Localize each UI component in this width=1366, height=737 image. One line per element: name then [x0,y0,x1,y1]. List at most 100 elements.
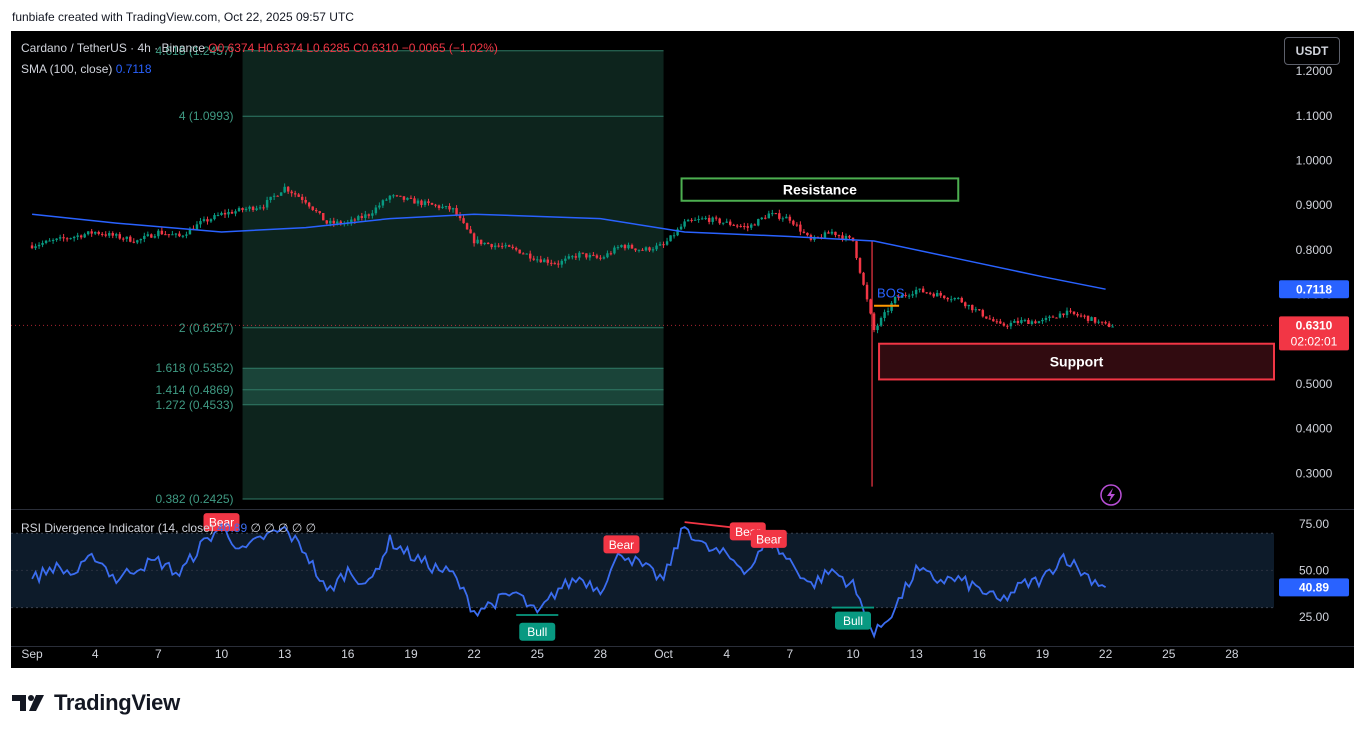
candle-body [486,242,490,245]
time-tick-label: 22 [1099,647,1113,661]
candle-body [1044,317,1048,320]
candle-body [662,244,665,246]
candle-body [655,245,658,250]
candle-body [178,233,181,237]
rsi-line [31,520,1107,639]
candle-body [879,317,883,326]
symbol-name[interactable]: Cardano / TetherUS · 4h · Binance [21,41,205,55]
candle-body [999,321,1002,324]
candle-body [258,207,262,209]
candle-body [971,304,974,311]
candle-body [227,211,230,215]
price-tick-label: 0.8000 [1296,243,1333,257]
candle-body [44,240,48,243]
candle-body [1041,319,1044,322]
candle-body [728,221,732,225]
candle-body [241,208,244,210]
candle-body [1006,325,1009,327]
candle-body [48,240,51,242]
candle-body [606,253,609,258]
candle-body [1111,326,1114,328]
candle-body [746,226,749,228]
candle-body [914,289,918,295]
sma-legend[interactable]: SMA (100, close) 0.7118 [21,62,152,76]
candle-body [1069,310,1072,312]
candle-body [353,219,357,221]
candle-body [276,195,279,197]
chart-canvas[interactable]: 4.618 (1.2457) 4 (1.0993) 2 (0.6257) 1.618 … [11,31,1354,668]
time-tick-label: 13 [909,647,923,661]
candle-body [458,214,462,219]
candle-body [935,292,939,297]
candle-body [925,292,928,294]
time-tick-label: 7 [787,647,794,661]
rsi-legend[interactable]: RSI Divergence Indicator (14, close) 40.… [21,521,316,535]
candle-body [279,192,283,196]
candle-body [799,224,802,232]
last-price-badge [1279,316,1349,351]
candle-body [539,259,542,263]
candle-body [108,233,111,236]
candle-body [630,244,634,249]
candle-body [265,200,269,208]
candle-body [764,217,767,219]
candle-body [529,253,532,259]
candle-body [297,194,300,197]
candle-body [385,199,388,201]
candle-body [634,248,637,251]
candle-body [497,245,500,247]
candle-body [862,272,865,285]
rsi-value-label: 40.89 [1299,580,1329,594]
candle-body [1027,319,1030,324]
candle-body [553,263,557,265]
candle-body [858,258,862,273]
candle-body [964,302,967,307]
candle-body [1037,321,1041,324]
bull-signal-badge [519,622,556,641]
candle-body [1009,322,1013,327]
candle-body [753,224,756,226]
candle-body [521,253,525,255]
candle-body [771,213,774,215]
candle-body [1107,323,1111,327]
candle-body [543,259,546,263]
candle-body [560,260,564,265]
candle-body [332,220,335,224]
candle-body [911,294,914,296]
candle-body [171,234,174,236]
candle-body [1076,314,1079,316]
candle-body [230,211,234,214]
candle-body [125,236,129,239]
candle-body [697,219,700,221]
candle-body [778,213,781,219]
sma-legend-label: SMA (100, close) [21,62,113,76]
candle-body [981,310,985,317]
resistance-zone [680,177,960,202]
candle-body [890,303,893,311]
candle-body [546,259,550,263]
candle-body [86,231,90,235]
candle-body [672,235,676,237]
candle-body [357,216,360,221]
candle-body [472,233,476,244]
candle-body [262,207,265,209]
candle-body [37,244,41,247]
candle-body [648,247,651,251]
candle-body [1002,323,1006,326]
currency-button[interactable]: USDT [1284,37,1340,65]
candle-body [567,256,571,259]
candle-body [620,245,623,248]
candle-body [602,257,606,259]
candle-body [900,295,904,298]
time-tick-label: Sep [21,647,43,661]
candle-body [462,218,465,224]
candle-body [644,247,648,251]
price-tick-label: 0.9000 [1296,198,1333,212]
candle-body [76,235,79,237]
candle-body [325,220,328,224]
time-tick-label: 28 [594,647,608,661]
fib-level-label: 1.272 (0.4533) [155,398,233,412]
rsi-tick-label: 25.00 [1299,610,1329,624]
candle-body [244,208,248,210]
chart-frame[interactable]: 4.618 (1.2457) 4 (1.0993) 2 (0.6257) 1.618 … [11,31,1354,668]
